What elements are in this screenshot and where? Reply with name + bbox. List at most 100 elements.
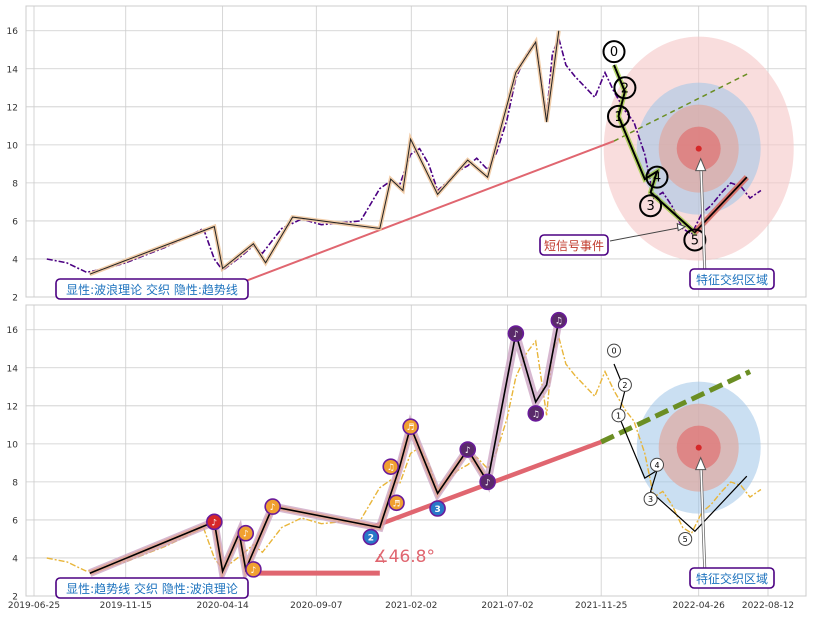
note-marker — [205, 513, 223, 531]
note-marker — [362, 528, 380, 546]
wave-label-ring — [639, 194, 663, 218]
note-marker — [245, 561, 262, 578]
wave-label: 0 — [611, 347, 616, 356]
y-tick-label: 6 — [12, 217, 18, 227]
zone-label: 特征交织区域 — [696, 272, 768, 287]
y-tick-label: 2 — [12, 294, 18, 304]
y-tick-label: 6 — [12, 516, 18, 526]
x-tick-label: 2020-04-14 — [196, 601, 249, 611]
wave-label: 2 — [621, 81, 629, 96]
x-tick-label: 2022-08-12 — [742, 601, 794, 611]
note-marker-label: ♪ — [513, 330, 519, 340]
target-center-dot — [695, 145, 702, 152]
wave-label-ring — [678, 531, 693, 546]
zone-label-box — [689, 567, 775, 589]
down-wave-line — [613, 363, 748, 533]
zone-label: 特征交织区域 — [696, 571, 768, 586]
wave-label: 3 — [646, 199, 654, 214]
note-marker — [527, 405, 545, 422]
y-tick-label: 8 — [12, 478, 18, 488]
note-marker-label: ♫ — [555, 317, 563, 327]
zone-arrowhead — [694, 157, 707, 172]
note-marker-label: ♫ — [532, 410, 540, 420]
x-tick-label: 2021-11-25 — [575, 601, 627, 611]
y-tick-label: 8 — [12, 179, 18, 189]
note-marker-label: ♪ — [485, 478, 491, 488]
trend-line — [233, 140, 615, 287]
down-wave-line — [613, 64, 748, 234]
zone-arrow — [699, 459, 706, 569]
signal-label: 短信号事件 — [544, 239, 604, 253]
note-marker-label: 3 — [434, 505, 440, 515]
x-tick-label: 2020-09-07 — [290, 601, 342, 611]
wave-label: 4 — [653, 171, 661, 186]
wave-label: 0 — [610, 45, 618, 60]
overlay-text: 显性:趋势线 交织 隐性:波浪理论 — [66, 581, 238, 596]
y-tick-label: 14 — [7, 65, 19, 75]
zone-arrow — [699, 160, 706, 270]
y-tick-label: 4 — [12, 255, 18, 265]
note-marker — [459, 441, 477, 458]
signal-arrowhead — [676, 222, 687, 232]
note-marker — [382, 458, 400, 475]
wave-label-ring — [602, 40, 626, 64]
note-marker — [402, 418, 419, 436]
y-tick-label: 16 — [7, 27, 19, 37]
note-marker — [479, 473, 496, 491]
y-tick-label: 10 — [7, 440, 19, 450]
wave-label-ring — [617, 377, 632, 392]
y-tick-label: 4 — [12, 554, 18, 564]
note-marker — [550, 311, 568, 329]
wave-label-ring — [645, 165, 669, 189]
signal-arrow — [609, 226, 686, 242]
wave-line — [89, 30, 560, 275]
wave-label-ring — [643, 492, 658, 506]
note-marker — [388, 494, 405, 512]
overlay-text: 显性:波浪理论 交织 隐性:趋势线 — [66, 282, 238, 297]
x-tick-label: 2022-04-26 — [673, 601, 726, 611]
y-tick-label: 2 — [12, 593, 18, 603]
wave-label: 1 — [616, 411, 621, 420]
note-marker-label: ♪ — [243, 530, 249, 540]
wave-line — [89, 320, 560, 575]
note-marker-label: ♫ — [387, 463, 395, 473]
zone-arrowhead — [694, 456, 707, 471]
wave-label-ring — [607, 104, 631, 128]
note-marker — [429, 500, 446, 517]
x-tick-label: 2021-07-02 — [481, 601, 533, 611]
wave-label-ring — [607, 343, 622, 358]
note-marker — [507, 325, 525, 342]
note-marker-label: ♪ — [211, 518, 217, 528]
wave-label: 2 — [622, 381, 627, 390]
trend-extension-dashed — [613, 71, 751, 142]
y-tick-label: 12 — [7, 402, 18, 412]
y-tick-label: 12 — [7, 103, 18, 113]
y-tick-label: 16 — [7, 326, 19, 336]
trend-extension-dashed — [600, 369, 752, 445]
overlay-text-box — [55, 577, 249, 599]
note-marker — [264, 498, 281, 515]
wave-label: 1 — [614, 110, 622, 125]
wave-label: 5 — [683, 535, 688, 544]
wave-label-ring — [613, 76, 637, 100]
zone-label-box — [689, 268, 775, 290]
wave-label: 3 — [648, 495, 653, 504]
x-tick-label: 2021-02-02 — [385, 601, 437, 611]
x-tick-label: 2019-06-25 — [8, 601, 60, 611]
note-marker-label: 2 — [368, 534, 374, 544]
note-marker-label: ♬ — [392, 499, 400, 509]
wave-label: 5 — [691, 233, 699, 248]
note-marker-label: ♬ — [407, 423, 415, 433]
overlay-text-box — [55, 278, 249, 300]
note-marker-label: ♪ — [270, 503, 276, 513]
x-tick-label: 2019-11-15 — [100, 601, 152, 611]
wave-label-ring — [683, 228, 707, 252]
note-marker — [237, 524, 255, 542]
wave-label: 4 — [654, 461, 659, 470]
note-marker-label: ♪ — [251, 566, 257, 576]
y-tick-label: 10 — [7, 141, 19, 151]
